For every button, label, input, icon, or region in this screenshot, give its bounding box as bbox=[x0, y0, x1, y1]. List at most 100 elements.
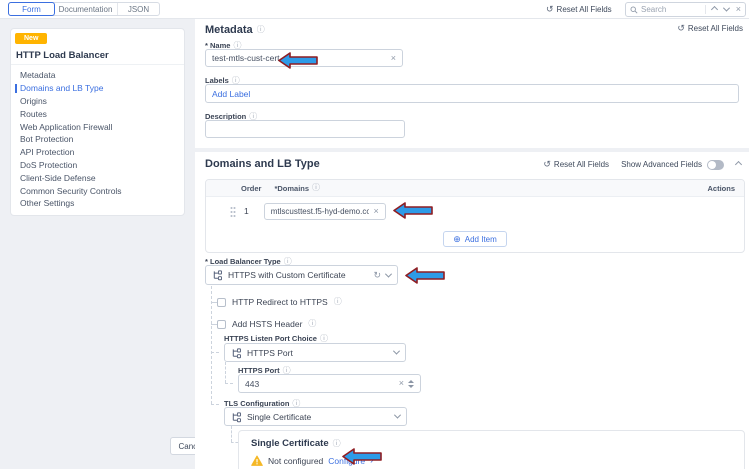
name-input[interactable] bbox=[212, 53, 387, 63]
metadata-heading: Metadata ⓘ bbox=[205, 24, 265, 36]
search-close-icon[interactable]: × bbox=[735, 4, 741, 14]
metadata-title: Metadata bbox=[205, 24, 253, 36]
clear-name-icon[interactable]: × bbox=[390, 52, 396, 63]
http-redirect-label: HTTP Redirect to HTTPS bbox=[232, 297, 328, 307]
tls-configuration-select[interactable]: Single Certificate bbox=[224, 407, 407, 426]
info-icon[interactable]: ⓘ bbox=[319, 333, 328, 343]
labels-input[interactable] bbox=[212, 88, 732, 99]
configure-link[interactable]: Configure bbox=[328, 455, 366, 466]
chevron-down-icon bbox=[393, 411, 402, 419]
info-icon[interactable]: ⓘ bbox=[333, 297, 342, 306]
add-item-row: ⊕ Add Item bbox=[206, 225, 744, 252]
sidebar-item-domains-and-lb-type[interactable]: Domains and LB Type bbox=[11, 82, 184, 95]
info-icon[interactable]: ⓘ bbox=[292, 398, 301, 408]
sidebar-item-label: Metadata bbox=[20, 70, 56, 81]
description-input-wrapper bbox=[205, 120, 405, 138]
sidebar-item-bot-protection[interactable]: Bot Protection bbox=[11, 133, 184, 146]
reset-all-fields-label: Reset All Fields bbox=[553, 160, 610, 169]
reset-all-fields-top[interactable]: ↺ Reset All Fields bbox=[546, 4, 612, 15]
chevron-right-icon[interactable]: › bbox=[370, 455, 374, 466]
info-icon[interactable]: ⓘ bbox=[231, 75, 240, 85]
domains-table-header: Order *Domains ⓘ Actions bbox=[206, 180, 744, 197]
search-prev-icon[interactable] bbox=[710, 5, 718, 14]
reset-icon: ↺ bbox=[546, 4, 554, 14]
tree-connector bbox=[231, 426, 232, 442]
tree-connector bbox=[211, 286, 212, 404]
name-field-label: * Name ⓘ bbox=[205, 41, 241, 50]
reset-all-fields-domains[interactable]: ↺ Reset All Fields bbox=[543, 159, 609, 170]
tab-documentation[interactable]: Documentation bbox=[58, 4, 113, 14]
listen-port-choice-select[interactable]: HTTPS Port bbox=[224, 343, 406, 362]
column-order: Order bbox=[241, 183, 262, 193]
new-badge: New bbox=[15, 33, 48, 44]
search-nav-icons: × bbox=[704, 4, 741, 14]
reset-all-fields-metadata[interactable]: ↺ Reset All Fields bbox=[677, 23, 743, 34]
sidebar-title: HTTP Load Balancer bbox=[16, 50, 109, 61]
drag-handle-icon[interactable] bbox=[230, 205, 236, 217]
lb-type-value: HTTPS with Custom Certificate bbox=[228, 270, 346, 280]
sidebar-item-label: API Protection bbox=[20, 147, 75, 158]
active-indicator-bar bbox=[15, 83, 17, 93]
column-actions: Actions bbox=[707, 183, 735, 193]
description-label-text: Description bbox=[205, 112, 247, 121]
hsts-header-checkbox[interactable] bbox=[217, 319, 226, 329]
sidebar-item-routes[interactable]: Routes bbox=[11, 107, 184, 120]
reset-default-icon[interactable]: ↻ bbox=[373, 269, 381, 280]
sidebar-item-other-settings[interactable]: Other Settings bbox=[11, 197, 184, 210]
https-port-label: HTTPS Port ⓘ bbox=[238, 366, 291, 375]
toggle-knob bbox=[708, 160, 716, 169]
add-item-button[interactable]: ⊕ Add Item bbox=[443, 231, 507, 247]
https-port-input[interactable] bbox=[245, 378, 395, 389]
domains-title: Domains and LB Type bbox=[205, 158, 320, 170]
view-tab-group: Form Documentation JSON bbox=[8, 2, 160, 16]
info-icon[interactable]: ⓘ bbox=[233, 40, 242, 50]
search-next-icon[interactable] bbox=[722, 4, 730, 12]
sidebar-item-api-protection[interactable]: API Protection bbox=[11, 146, 184, 159]
sidebar-item-dos-protection[interactable]: DoS Protection bbox=[11, 159, 184, 172]
tree-connector bbox=[225, 362, 226, 383]
domain-input[interactable] bbox=[270, 206, 370, 216]
clear-domain-icon[interactable]: × bbox=[373, 205, 379, 216]
port-stepper[interactable] bbox=[408, 379, 414, 388]
sidebar-item-common-security-controls[interactable]: Common Security Controls bbox=[11, 184, 184, 197]
chevron-down-icon bbox=[384, 270, 393, 278]
tree-connector bbox=[225, 383, 233, 384]
tab-form[interactable]: Form bbox=[8, 2, 55, 16]
metadata-section: ↺ Reset All Fields Metadata ⓘ * Name ⓘ ×… bbox=[195, 19, 749, 148]
sidebar-item-metadata[interactable]: Metadata bbox=[11, 69, 184, 82]
advanced-fields-control: Show Advanced Fields bbox=[621, 159, 724, 170]
info-icon[interactable]: ⓘ bbox=[332, 438, 341, 448]
sidebar-item-web-application-firewall[interactable]: Web Application Firewall bbox=[11, 120, 184, 133]
sidebar-item-origins[interactable]: Origins bbox=[11, 95, 184, 108]
http-redirect-checkbox[interactable] bbox=[217, 297, 226, 307]
domain-table-row: 1 × bbox=[206, 197, 744, 225]
description-field-label: Description ⓘ bbox=[205, 112, 257, 121]
info-icon[interactable]: ⓘ bbox=[256, 25, 265, 34]
sidebar-divider bbox=[11, 64, 184, 65]
search-input[interactable] bbox=[641, 5, 702, 14]
top-toolbar: Form Documentation JSON ↺ Reset All Fiel… bbox=[0, 0, 749, 19]
sidebar-item-client-side-defense[interactable]: Client-Side Defense bbox=[11, 171, 184, 184]
single-certificate-title: Single Certificate bbox=[251, 438, 329, 449]
domains-header-controls: ↺ Reset All Fields Show Advanced Fields bbox=[543, 159, 745, 170]
info-icon[interactable]: ⓘ bbox=[283, 256, 292, 266]
clear-port-icon[interactable]: × bbox=[398, 378, 404, 388]
labels-label-text: Labels bbox=[205, 76, 229, 85]
collapse-section-icon[interactable] bbox=[734, 160, 743, 169]
lb-type-select[interactable]: HTTPS with Custom Certificate ↻ bbox=[205, 265, 398, 285]
description-input[interactable] bbox=[212, 124, 398, 134]
http-redirect-row: HTTP Redirect to HTTPS ⓘ bbox=[217, 297, 342, 307]
name-label-text: * Name bbox=[205, 41, 231, 50]
tree-connector bbox=[211, 324, 217, 325]
info-icon[interactable]: ⓘ bbox=[249, 111, 258, 121]
info-icon[interactable]: ⓘ bbox=[312, 183, 321, 192]
sidebar-item-label: Client-Side Defense bbox=[20, 172, 96, 183]
domain-input-wrapper: × bbox=[263, 202, 386, 220]
info-icon[interactable]: ⓘ bbox=[282, 365, 291, 375]
info-icon[interactable]: ⓘ bbox=[308, 319, 317, 328]
selection-tree-icon bbox=[232, 347, 242, 358]
show-advanced-fields-toggle[interactable] bbox=[707, 159, 724, 170]
sidebar-item-label: Common Security Controls bbox=[20, 185, 122, 196]
tab-json[interactable]: JSON bbox=[117, 3, 159, 15]
reset-all-fields-label: Reset All Fields bbox=[687, 24, 743, 33]
